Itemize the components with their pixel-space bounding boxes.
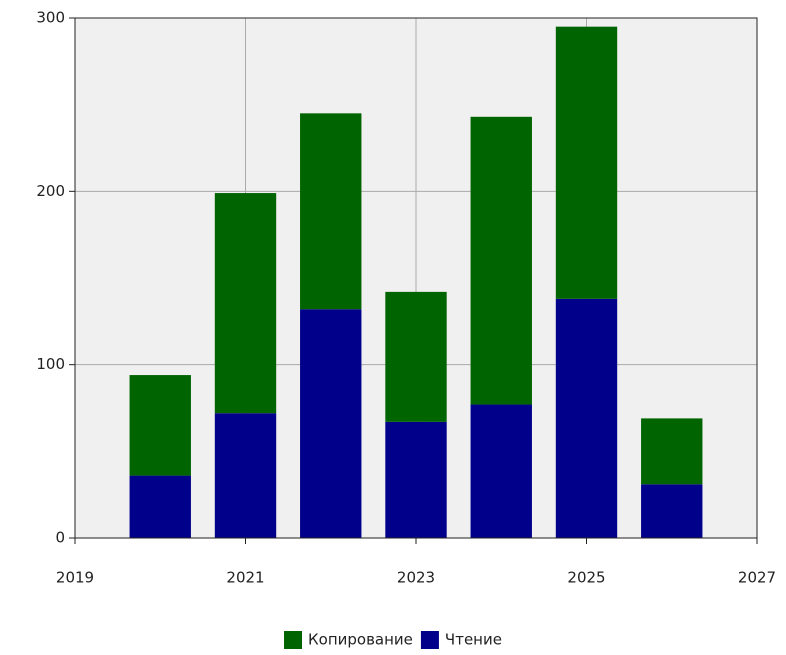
legend-label: Копирование (308, 631, 413, 649)
legend-swatch (284, 631, 303, 649)
bar (555, 26, 618, 299)
bar (300, 113, 362, 310)
legend-swatch (420, 631, 439, 649)
x-tick-label: 2019 (56, 569, 94, 587)
bar (470, 116, 532, 405)
x-tick-label: 2027 (738, 569, 776, 587)
bar (555, 298, 618, 538)
bar (385, 421, 447, 538)
bar (214, 413, 277, 538)
bar (300, 309, 362, 538)
bar (129, 375, 191, 476)
y-tick-label: 100 (36, 355, 65, 373)
legend-label: Чтение (445, 631, 502, 649)
bar (470, 404, 532, 538)
bar (214, 193, 277, 414)
x-tick-label: 2025 (567, 569, 605, 587)
y-tick-label: 200 (36, 182, 65, 200)
bar (385, 291, 447, 422)
bar (129, 475, 191, 538)
x-tick-label: 2023 (397, 569, 435, 587)
y-tick-label: 300 (36, 9, 65, 27)
x-tick-label: 2021 (226, 569, 264, 587)
bar (641, 484, 703, 538)
bar (641, 418, 703, 485)
y-tick-label: 0 (55, 529, 65, 547)
plot-frame (74, 17, 758, 539)
